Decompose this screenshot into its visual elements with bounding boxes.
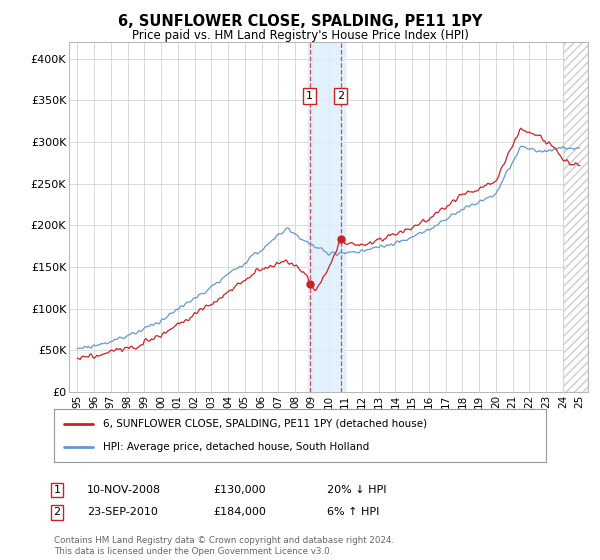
Text: 1: 1	[53, 485, 61, 495]
Text: 6, SUNFLOWER CLOSE, SPALDING, PE11 1PY: 6, SUNFLOWER CLOSE, SPALDING, PE11 1PY	[118, 14, 482, 29]
Text: 1: 1	[306, 91, 313, 101]
Text: HPI: Average price, detached house, South Holland: HPI: Average price, detached house, Sout…	[103, 442, 370, 452]
Text: 20% ↓ HPI: 20% ↓ HPI	[327, 485, 386, 495]
Text: 6, SUNFLOWER CLOSE, SPALDING, PE11 1PY (detached house): 6, SUNFLOWER CLOSE, SPALDING, PE11 1PY (…	[103, 419, 427, 429]
Text: 6% ↑ HPI: 6% ↑ HPI	[327, 507, 379, 517]
Bar	[308, 42, 345, 392]
Text: Price paid vs. HM Land Registry's House Price Index (HPI): Price paid vs. HM Land Registry's House …	[131, 29, 469, 42]
Text: £130,000: £130,000	[213, 485, 266, 495]
Text: Contains HM Land Registry data © Crown copyright and database right 2024.
This d: Contains HM Land Registry data © Crown c…	[54, 536, 394, 556]
Text: 23-SEP-2010: 23-SEP-2010	[87, 507, 158, 517]
Text: £184,000: £184,000	[213, 507, 266, 517]
Text: 10-NOV-2008: 10-NOV-2008	[87, 485, 161, 495]
Text: 2: 2	[337, 91, 344, 101]
Text: 2: 2	[53, 507, 61, 517]
